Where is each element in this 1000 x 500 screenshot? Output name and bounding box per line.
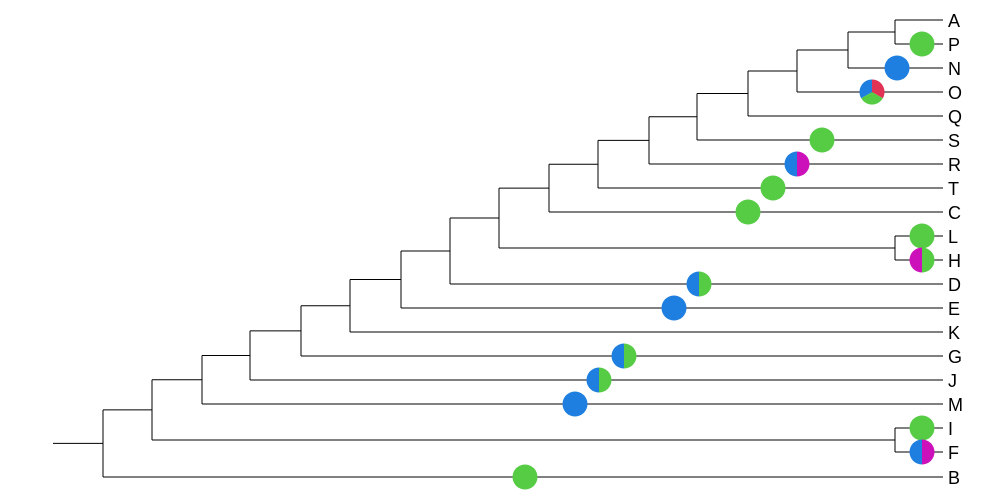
tip-label-H: H	[948, 251, 961, 271]
pie-slice-magenta	[797, 151, 810, 177]
pie-slice-green	[922, 247, 935, 273]
tip-label-I: I	[948, 419, 953, 439]
pie-slice-red	[872, 79, 885, 99]
tip-label-O: O	[948, 83, 962, 103]
tip-label-D: D	[948, 275, 961, 295]
pie-marker-N	[884, 55, 910, 81]
tip-label-S: S	[948, 131, 960, 151]
tip-labels: A P N O Q S R T C L H D E K G J M I F B	[948, 11, 963, 488]
tip-label-F: F	[948, 443, 959, 463]
pie-slice-blue	[611, 343, 624, 369]
pie-marker-F	[909, 439, 935, 465]
pie-slice-magenta	[922, 439, 935, 465]
tip-label-P: P	[948, 35, 960, 55]
tree-branches	[53, 19, 943, 478]
tip-label-B: B	[948, 468, 960, 488]
pie-slice-green	[861, 92, 883, 105]
pie-slice-green	[624, 343, 637, 369]
pie-slice-green	[599, 367, 612, 393]
pie-marker-D	[686, 271, 712, 297]
pie-marker-R	[784, 151, 810, 177]
pie-slice-green	[909, 415, 935, 441]
tip-label-E: E	[948, 299, 960, 319]
pie-slice-blue	[909, 439, 922, 465]
tip-label-T: T	[948, 179, 959, 199]
pie-slice-blue	[562, 391, 588, 417]
pie-slice-blue	[661, 295, 687, 321]
tip-label-M: M	[948, 395, 963, 415]
tip-label-G: G	[948, 347, 962, 367]
pie-slice-blue	[686, 271, 699, 297]
pie-slice-blue	[784, 151, 797, 177]
tip-label-A: A	[948, 11, 960, 31]
pie-marker-S	[809, 127, 835, 153]
pie-marker-P	[909, 31, 935, 57]
pie-marker-B	[512, 464, 538, 490]
pie-slice-green	[699, 271, 712, 297]
pie-slice-magenta	[909, 247, 922, 273]
pie-marker-T	[760, 175, 786, 201]
pie-marker-H	[909, 247, 935, 273]
pie-marker-J	[586, 367, 612, 393]
pie-marker-L	[909, 223, 935, 249]
tip-label-C: C	[948, 203, 961, 223]
tip-label-Q: Q	[948, 107, 962, 127]
pie-markers	[512, 31, 935, 490]
tip-label-R: R	[948, 155, 961, 175]
tip-label-K: K	[948, 323, 960, 343]
pie-slice-blue	[859, 79, 872, 99]
pie-marker-G	[611, 343, 637, 369]
tip-label-N: N	[948, 59, 961, 79]
tip-label-J: J	[948, 371, 957, 391]
pie-slice-green	[735, 199, 761, 225]
pie-marker-E	[661, 295, 687, 321]
pie-slice-green	[909, 223, 935, 249]
pie-slice-blue	[884, 55, 910, 81]
pie-marker-I	[909, 415, 935, 441]
pie-slice-green	[760, 175, 786, 201]
pie-slice-green	[809, 127, 835, 153]
pie-slice-blue	[586, 367, 599, 393]
tip-label-L: L	[948, 227, 958, 247]
pie-marker-C	[735, 199, 761, 225]
pie-marker-O	[859, 79, 885, 105]
pie-slice-green	[909, 31, 935, 57]
pie-slice-green	[512, 464, 538, 490]
pie-marker-M	[562, 391, 588, 417]
